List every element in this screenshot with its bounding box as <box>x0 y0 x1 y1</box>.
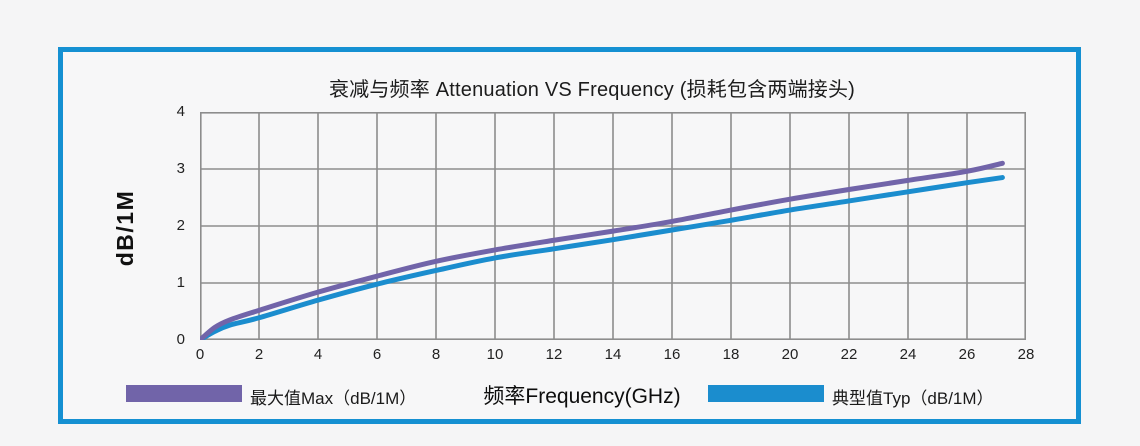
y-tick-label: 4 <box>176 103 185 120</box>
x-tick-label: 28 <box>1017 346 1035 363</box>
legend-typ-label: 典型值Typ（dB/1M） <box>832 389 994 408</box>
legend-typ-swatch <box>708 385 824 402</box>
y-tick-label: 3 <box>176 160 185 177</box>
y-tick-label: 2 <box>176 217 185 234</box>
x-tick-label: 14 <box>604 346 622 363</box>
x-axis-title: 频率Frequency(GHz) <box>483 385 681 408</box>
x-tick-label: 8 <box>431 346 441 363</box>
chart-title: 衰减与频率 Attenuation VS Frequency (损耗包含两端接头… <box>328 79 856 101</box>
y-tick-label: 1 <box>176 274 185 291</box>
x-tick-label: 24 <box>899 346 917 363</box>
x-tick-label: 16 <box>663 346 681 363</box>
legend-max-label: 最大值Max（dB/1M） <box>250 389 417 408</box>
x-tick-label: 0 <box>195 346 205 363</box>
plot-area <box>200 112 1026 340</box>
x-tick-label: 10 <box>486 346 504 363</box>
x-tick-label: 6 <box>372 346 382 363</box>
x-tick-label: 26 <box>958 346 976 363</box>
x-tick-label: 22 <box>840 346 858 363</box>
x-tick-label: 2 <box>254 346 264 363</box>
x-tick-label: 18 <box>722 346 740 363</box>
x-tick-label: 4 <box>313 346 323 363</box>
x-tick-label: 12 <box>545 346 563 363</box>
x-tick-label: 20 <box>781 346 799 363</box>
y-tick-label: 0 <box>176 331 185 348</box>
legend-max-swatch <box>126 385 242 402</box>
y-axis-title: dB/1M <box>112 189 138 267</box>
